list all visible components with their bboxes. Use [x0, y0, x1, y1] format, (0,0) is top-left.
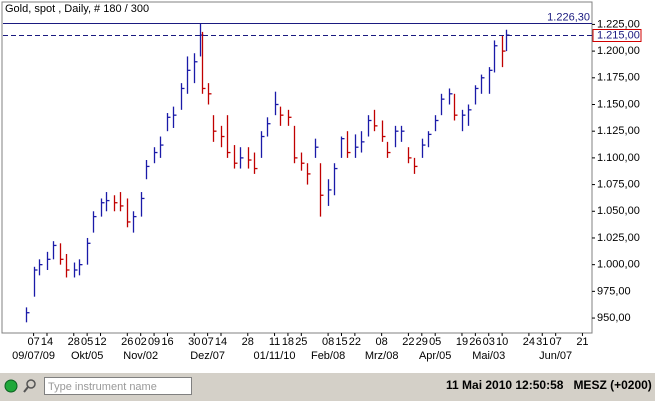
y-tick-label: 975,00 [597, 285, 631, 297]
x-tick-label: 09 [148, 336, 160, 348]
y-tick-label: 1.100,00 [597, 152, 640, 164]
x-major-label: 01/11/10 [254, 350, 296, 362]
search-icon[interactable] [26, 379, 36, 389]
x-tick-label: 24 [523, 336, 535, 348]
date-time-value: 11 Mai 2010 12:50:58 [446, 378, 564, 392]
x-major-label: 09/07/09 [12, 350, 55, 362]
x-tick-label: 26 [469, 336, 481, 348]
x-tick-label: 26 [121, 336, 133, 348]
level-label: 1.215,00 [597, 29, 640, 41]
x-major-label: Feb/08 [311, 350, 345, 362]
x-tick-label: 28 [242, 336, 254, 348]
x-tick-label: 25 [295, 336, 307, 348]
level-label: 1.226,30 [547, 11, 590, 23]
x-tick-label: 29 [416, 336, 428, 348]
x-major-label: Dez/07 [190, 350, 225, 362]
y-tick-label: 1.225,00 [597, 18, 640, 30]
date-time: 11 Mai 2010 12:50:58 MESZ (+0200) [446, 378, 652, 392]
x-tick-label: 28 [68, 336, 80, 348]
x-tick-label: 08 [376, 336, 388, 348]
status-icons [4, 379, 36, 393]
x-tick-label: 14 [41, 336, 53, 348]
x-tick-label: 19 [456, 336, 468, 348]
x-tick-label: 05 [429, 336, 441, 348]
x-tick-label: 07 [201, 336, 213, 348]
x-tick-label: 18 [282, 336, 294, 348]
x-tick-label: 15 [335, 336, 347, 348]
x-major-label: Mrz/08 [365, 350, 399, 362]
x-major-label: Jun/07 [539, 350, 572, 362]
x-major-label: Okt/05 [71, 350, 103, 362]
x-tick-label: 07 [27, 336, 39, 348]
x-tick-label: 05 [81, 336, 93, 348]
y-tick-label: 1.025,00 [597, 232, 640, 244]
status-bar: Type instrument name 11 Mai 2010 12:50:5… [0, 372, 655, 401]
connection-indicator [4, 379, 18, 393]
y-tick-label: 1.125,00 [597, 125, 640, 137]
x-tick-label: 11 [269, 336, 280, 348]
y-tick-label: 1.200,00 [597, 45, 640, 57]
x-tick-label: 02 [135, 336, 147, 348]
chart: Gold, spot , Daily, # 180 / 300 950,00 97… [0, 0, 655, 372]
y-tick-label: 1.075,00 [597, 178, 640, 190]
x-tick-label: 22 [349, 336, 361, 348]
x-major-label: Nov/02 [123, 350, 158, 362]
search-icon-handle [23, 386, 29, 393]
x-tick-label: 12 [94, 336, 106, 348]
x-tick-label: 07 [550, 336, 562, 348]
level-label-box [592, 29, 642, 42]
x-tick-label: 22 [402, 336, 414, 348]
x-tick-label: 30 [188, 336, 200, 348]
instrument-search[interactable]: Type instrument name [44, 377, 192, 395]
timezone: MESZ (+0200) [573, 378, 652, 392]
plot-frame [1, 1, 593, 334]
y-tick-label: 950,00 [597, 312, 631, 324]
chart-title: Gold, spot , Daily, # 180 / 300 [5, 3, 149, 15]
x-tick-label: 31 [536, 336, 548, 348]
x-major-label: Apr/05 [419, 350, 451, 362]
x-tick-label: 16 [161, 336, 173, 348]
x-tick-label: 03 [483, 336, 495, 348]
x-tick-label: 14 [215, 336, 227, 348]
x-tick-label: 08 [322, 336, 334, 348]
y-tick-label: 1.000,00 [597, 259, 640, 271]
y-tick-label: 1.050,00 [597, 205, 640, 217]
x-major-label: Mai/03 [472, 350, 505, 362]
x-tick-label: 21 [576, 336, 588, 348]
x-tick-label: 10 [496, 336, 508, 348]
y-tick-label: 1.175,00 [597, 72, 640, 84]
y-tick-label: 1.150,00 [597, 98, 640, 110]
